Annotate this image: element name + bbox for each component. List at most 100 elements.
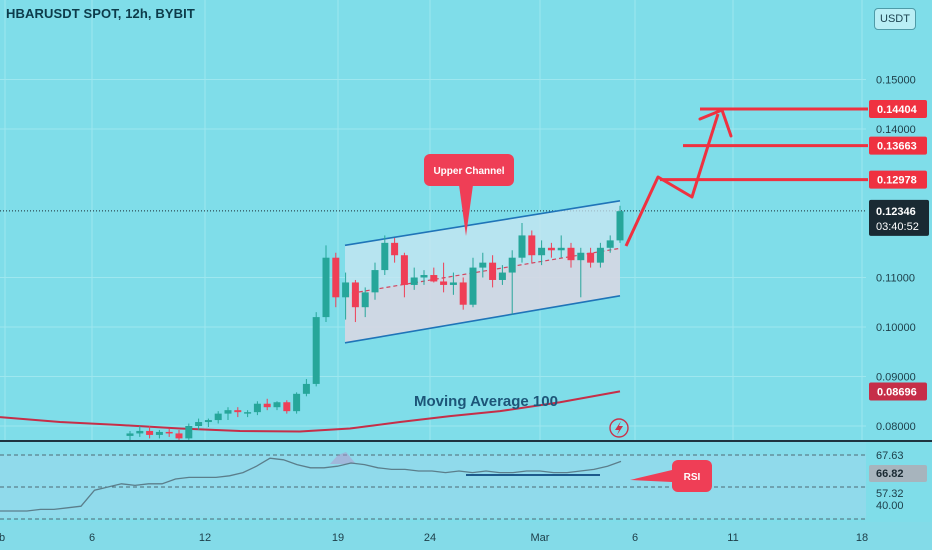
- x-axis-tick-label: 6: [89, 532, 95, 544]
- x-axis-tick-label: 11: [727, 532, 738, 544]
- target-label-box: [869, 170, 927, 189]
- candle: [263, 403, 271, 408]
- y-axis-tick-label: 0.08000: [876, 421, 916, 433]
- candle: [430, 275, 438, 282]
- channel-lower-line: [344, 295, 621, 344]
- x-axis-tick-label: 6: [632, 532, 638, 544]
- upper-channel-label: Upper Channel: [433, 166, 504, 177]
- candle: [312, 317, 320, 384]
- candle: [165, 431, 173, 434]
- rsi-line: [0, 457, 622, 512]
- upper-channel-callout-box: [424, 154, 514, 186]
- x-axis-tick-label: Mar: [531, 532, 550, 544]
- last-price-label-box: [869, 199, 929, 236]
- target-price-label: 0.12978: [877, 175, 917, 187]
- rsi-value-label: 66.82: [876, 468, 904, 480]
- candle: [557, 247, 565, 251]
- rsi-axis-label: 40.00: [876, 500, 904, 512]
- candle: [518, 235, 526, 258]
- candle: [508, 257, 516, 273]
- last-price-label: 0.12346: [876, 206, 916, 218]
- candle: [283, 402, 291, 412]
- candle: [440, 281, 448, 285]
- candle: [371, 270, 379, 293]
- rsi-overbought-fill: [330, 452, 356, 464]
- x-axis-tick-label: b: [0, 532, 5, 544]
- projection-arrowhead: [698, 108, 733, 138]
- candle: [185, 426, 193, 439]
- candle: [410, 277, 418, 285]
- candle: [479, 262, 487, 268]
- candle: [155, 431, 163, 435]
- candle: [538, 247, 546, 256]
- candle: [596, 247, 604, 263]
- lightning-icon: [609, 418, 629, 438]
- x-axis-tick-label: 18: [856, 532, 868, 544]
- target-price-label: 0.13663: [877, 141, 917, 153]
- candle: [332, 257, 340, 298]
- x-axis-band: [0, 522, 932, 550]
- candle: [587, 252, 595, 263]
- rsi-callout-box: [672, 460, 712, 492]
- pane-divider[interactable]: [0, 440, 932, 442]
- candle: [214, 413, 222, 421]
- candle: [224, 410, 232, 414]
- target-price-label: 0.14404: [877, 104, 918, 116]
- channel-upper-line: [344, 199, 621, 247]
- moving-average-line: [0, 390, 621, 433]
- rsi-axis-label: 67.63: [876, 450, 904, 462]
- candle: [606, 240, 614, 248]
- y-axis-tick-label: 0.09000: [876, 372, 916, 384]
- candle: [400, 255, 408, 285]
- y-axis-tick-label: 0.14000: [876, 124, 916, 136]
- projection-path: [624, 113, 720, 247]
- target-label-box: [869, 100, 927, 119]
- moving-average-annotation: Moving Average 100: [414, 393, 558, 410]
- candle: [342, 282, 350, 298]
- target-label-box: [869, 136, 927, 155]
- channel-lower-fill: [345, 248, 620, 343]
- candle: [459, 282, 467, 305]
- lightning-icon-bolt: [615, 421, 623, 435]
- candle: [293, 393, 301, 412]
- candle: [253, 403, 261, 413]
- candle: [449, 282, 457, 285]
- candle: [204, 420, 212, 423]
- ma-price-label-box: [869, 382, 927, 401]
- candle: [616, 211, 624, 241]
- candle: [302, 383, 310, 394]
- candle: [175, 433, 183, 439]
- candle: [195, 422, 203, 426]
- candle: [577, 252, 585, 261]
- candle: [136, 430, 144, 434]
- candle: [498, 272, 506, 280]
- candle: [244, 412, 252, 414]
- candle: [528, 235, 536, 256]
- y-axis-tick-label: 0.11000: [876, 273, 915, 285]
- candle: [381, 242, 389, 271]
- candle: [273, 402, 281, 408]
- candle: [351, 282, 359, 308]
- rsi-axis-label: 57.32: [876, 488, 904, 500]
- symbol-title[interactable]: HBARUSDT SPOT, 12h, BYBIT: [6, 6, 195, 21]
- candle: [322, 257, 330, 318]
- currency-button[interactable]: USDT: [874, 8, 916, 30]
- candle: [146, 430, 154, 435]
- rsi-pane-background: [0, 442, 866, 516]
- candle: [391, 242, 399, 256]
- candle: [234, 410, 242, 413]
- x-axis-tick-label: 12: [199, 532, 211, 544]
- candle: [126, 433, 134, 436]
- rsi-callout-pointer: [630, 470, 672, 482]
- candle: [420, 275, 428, 278]
- candle: [547, 247, 555, 251]
- rsi-value-label-box: [869, 465, 927, 482]
- y-axis-tick-label: 0.15000: [876, 75, 916, 87]
- y-axis-tick-label: 0.10000: [876, 322, 916, 334]
- rsi-label: RSI: [684, 472, 701, 483]
- candle: [361, 292, 369, 308]
- x-axis-tick-label: 24: [424, 532, 436, 544]
- ma-price-label: 0.08696: [877, 387, 917, 399]
